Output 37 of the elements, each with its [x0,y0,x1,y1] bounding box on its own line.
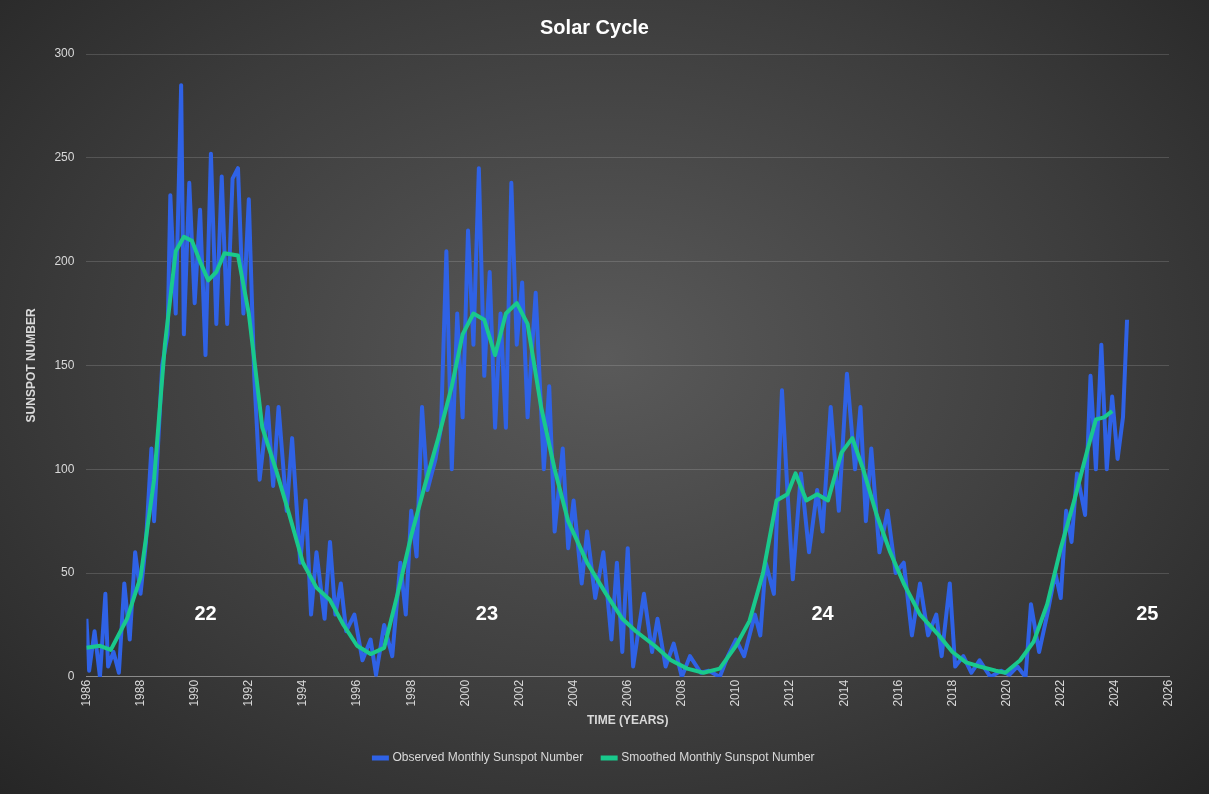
x-tick-label: 1998 [403,679,418,707]
x-tick-label: 2008 [674,679,689,707]
x-tick-label: 2000 [457,679,472,707]
x-tick-label: 2020 [998,679,1013,707]
y-tick-label: 300 [54,46,75,61]
x-tick-label: 1990 [186,679,201,707]
x-tick-label: 2026 [1161,679,1176,707]
x-tick-label: 2024 [1107,679,1122,707]
x-tick-label: 1996 [349,679,364,707]
legend-label: Smoothed Monthly Sunspot Number [621,750,815,765]
x-tick-label: 2016 [890,679,905,707]
y-tick-label: 100 [54,461,75,476]
x-tick-label: 2004 [565,679,580,707]
x-tick-label: 2014 [836,679,851,707]
x-tick-label: 1992 [241,679,256,707]
x-tick-label: 1994 [295,679,310,707]
x-tick-label: 2006 [620,679,635,707]
x-tick-label: 2002 [511,679,526,707]
annotation: 25 [1136,602,1159,625]
chart-title: Solar Cycle [540,15,649,38]
annotation: 22 [194,602,217,625]
x-tick-label: 2018 [944,679,959,707]
x-tick-label: 1988 [132,679,147,707]
annotation: 24 [811,602,835,625]
y-axis-title: SUNSPOT NUMBER [23,308,38,423]
y-tick-label: 250 [54,150,75,165]
x-tick-label: 1986 [78,679,93,707]
x-axis-title: TIME (YEARS) [587,713,669,728]
y-tick-label: 50 [61,565,75,580]
y-tick-label: 200 [54,253,75,268]
x-tick-label: 2012 [782,679,797,707]
x-tick-label: 2022 [1053,679,1068,707]
x-tick-label: 2010 [728,679,743,707]
y-tick-label: 0 [67,669,75,684]
y-tick-label: 150 [54,357,75,372]
legend-label: Observed Monthly Sunspot Number [392,750,584,765]
annotation: 23 [475,602,499,625]
